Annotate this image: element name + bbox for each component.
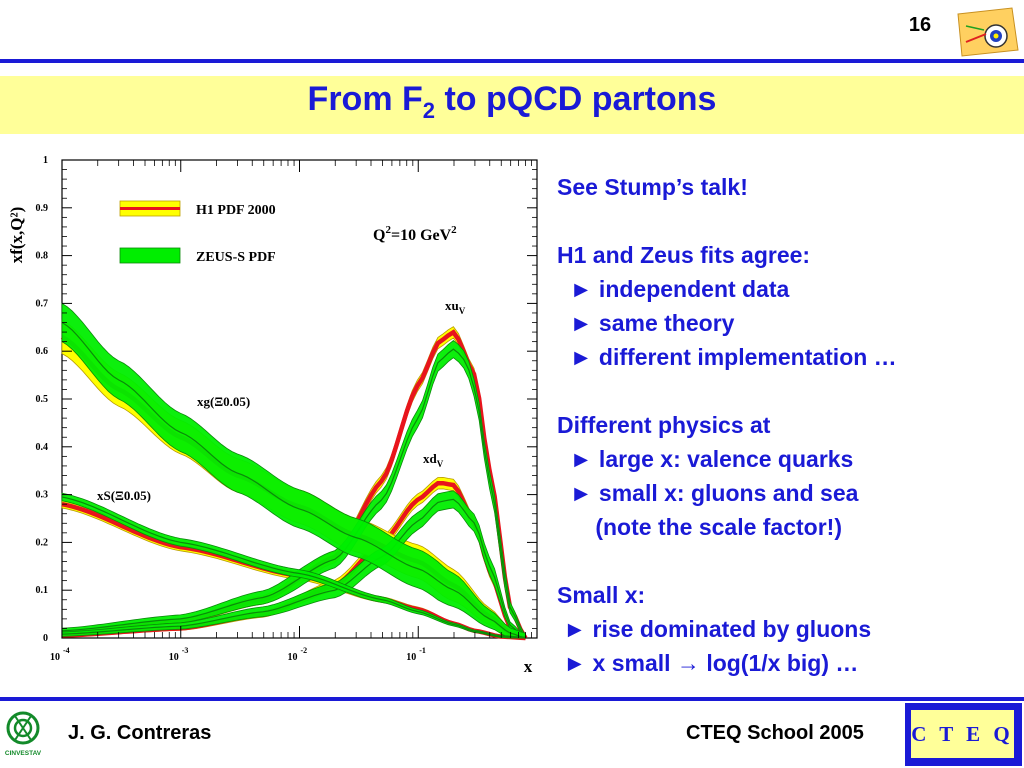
note-line: (note the scale factor!) xyxy=(557,514,842,540)
pdf-chart: 0 0.1 0.2 0.3 0.4 0.5 0.6 0.7 0.8 0.9 1 10-4 10-3 10-… xyxy=(7,155,538,676)
y-tick-label: 0.7 xyxy=(36,298,49,309)
note-line: ► x small → log(1/x big) … xyxy=(557,650,859,676)
page-number: 16 xyxy=(908,14,932,36)
slide-title: From F2 to pQCD partons xyxy=(307,80,717,123)
curve-label-xg: xg(Ξ0.05) xyxy=(197,394,250,409)
note-line: H1 and Zeus fits agree: xyxy=(557,242,811,268)
curve-label-xdv: xdV xyxy=(423,451,444,469)
x-axis-label: x xyxy=(524,657,533,676)
curve-xdv-zeus xyxy=(61,498,526,639)
bullet-notes: See Stump’s talk! H1 and Zeus fits agree:… xyxy=(557,170,1017,680)
cinvestav-caption: CINVESTAV xyxy=(5,750,42,757)
note-line: ► same theory xyxy=(557,310,735,336)
note-spacer xyxy=(557,544,1017,578)
curve-label-xuv: xuV xyxy=(445,298,466,316)
x-tick-label: 10-2 xyxy=(288,646,308,663)
note-line: See Stump’s talk! xyxy=(557,174,748,200)
y-tick-label: 0.5 xyxy=(36,394,49,405)
y-tick-label: 0.6 xyxy=(36,346,49,357)
curve-label-xs: xS(Ξ0.05) xyxy=(97,488,151,503)
note-line: ► small x: gluons and sea xyxy=(557,480,859,506)
note-line: ► independent data xyxy=(557,276,790,302)
q2-annotation: Q2=10 GeV2 xyxy=(373,224,457,244)
note-line: ► different implementation … xyxy=(557,344,897,370)
curve-xuv-zeus xyxy=(61,348,527,639)
footer-author: J. G. Contreras xyxy=(68,722,212,744)
cinvestav-logo-icon: CINVESTAV xyxy=(5,711,42,757)
note-line: Small x: xyxy=(557,582,646,608)
legend-label-zeus: ZEUS-S PDF xyxy=(196,250,276,265)
footer-rule xyxy=(0,697,1024,701)
note-spacer xyxy=(557,204,1017,238)
y-tick-label: 0.8 xyxy=(36,251,49,262)
legend-label-h1: H1 PDF 2000 xyxy=(196,203,276,218)
x-tick-label: 10-3 xyxy=(169,646,189,663)
y-axis-label: xf(x,Q²) xyxy=(7,207,26,264)
note-line: Different physics at xyxy=(557,412,771,438)
x-tick-label: 10-4 xyxy=(50,646,70,663)
header-rule xyxy=(0,59,1024,63)
y-tick-label: 0 xyxy=(43,633,48,644)
x-tick-label: 10-1 xyxy=(406,646,426,663)
footer-event: CTEQ School 2005 xyxy=(686,722,864,744)
prospect-logo-icon xyxy=(957,7,1019,57)
y-tick-label: 1 xyxy=(43,155,48,166)
note-spacer xyxy=(557,374,1017,408)
curve-xg-zeus xyxy=(61,321,526,639)
y-tick-label: 0.1 xyxy=(36,585,49,596)
y-tick-label: 0.9 xyxy=(36,203,49,214)
note-line: ► large x: valence quarks xyxy=(557,446,854,472)
y-tick-label: 0.2 xyxy=(36,537,49,548)
note-line: ► rise dominated by gluons xyxy=(557,616,872,642)
title-band xyxy=(0,76,1024,134)
cteq-logo-text: C T E Q xyxy=(911,710,1014,758)
curve-xS-zeus xyxy=(61,496,526,639)
legend-swatch-zeus xyxy=(119,247,181,264)
y-tick-label: 0.3 xyxy=(36,490,49,501)
y-tick-label: 0.4 xyxy=(36,442,49,453)
